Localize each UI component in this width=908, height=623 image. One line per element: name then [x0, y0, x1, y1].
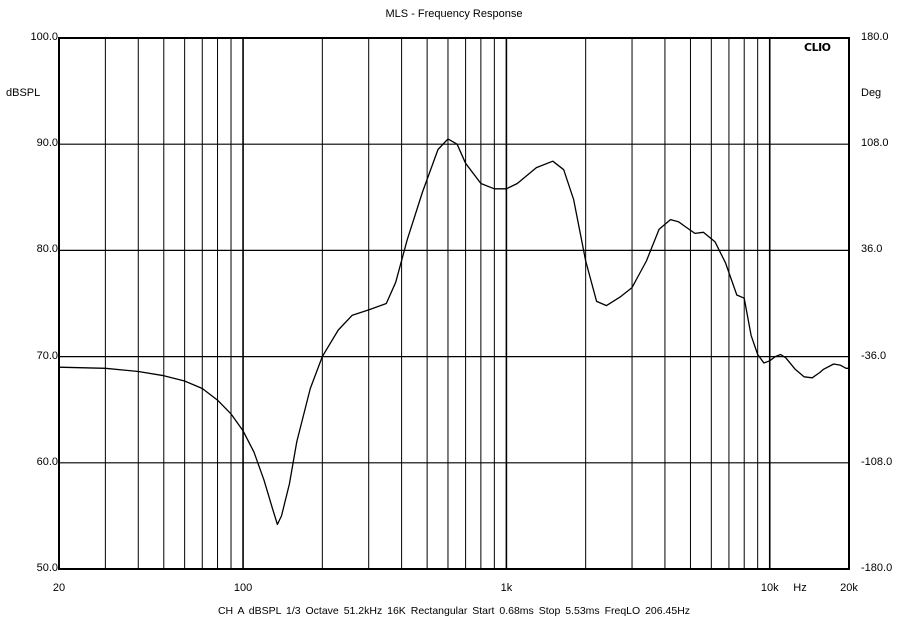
y2-tick-label: -36.0 [861, 349, 887, 362]
y-tick-label: 100.0 [30, 31, 58, 43]
y2-tick-label: -108.0 [861, 455, 893, 468]
plot-frame [58, 37, 850, 570]
y2-axis-label: Deg [861, 87, 882, 99]
chart-title: MLS - Frequency Response [385, 8, 523, 20]
y-axis-label: dBSPL [6, 87, 41, 99]
y-tick-label: 90.0 [36, 137, 58, 150]
frequency-response-line [58, 138, 849, 526]
brand-logo-text: CLIO [804, 41, 831, 54]
grid [59, 38, 849, 569]
x-tick-label: 20k [840, 582, 858, 594]
series-group [58, 138, 849, 526]
y2-tick-label: -180.0 [861, 562, 893, 574]
x-tick-label: 100 [233, 582, 253, 594]
y2-tick-label: 108.0 [861, 137, 889, 150]
x-tick-label: 20 [52, 582, 66, 594]
y2-tick-label: 36.0 [861, 243, 883, 256]
x-tick-label: 1k [500, 582, 513, 594]
x-axis-unit: Hz [793, 582, 807, 594]
y-tick-label: 50.0 [36, 562, 58, 574]
y-tick-label: 80.0 [36, 243, 58, 256]
y-tick-label: 70.0 [36, 349, 58, 362]
y2-tick-label: 180.0 [861, 31, 889, 43]
measurement-settings-footer: CH A dBSPL 1/3 Octave 51.2kHz 16K Rectan… [217, 605, 691, 617]
x-tick-label: 10k [760, 582, 779, 594]
y-tick-label: 60.0 [36, 455, 58, 468]
